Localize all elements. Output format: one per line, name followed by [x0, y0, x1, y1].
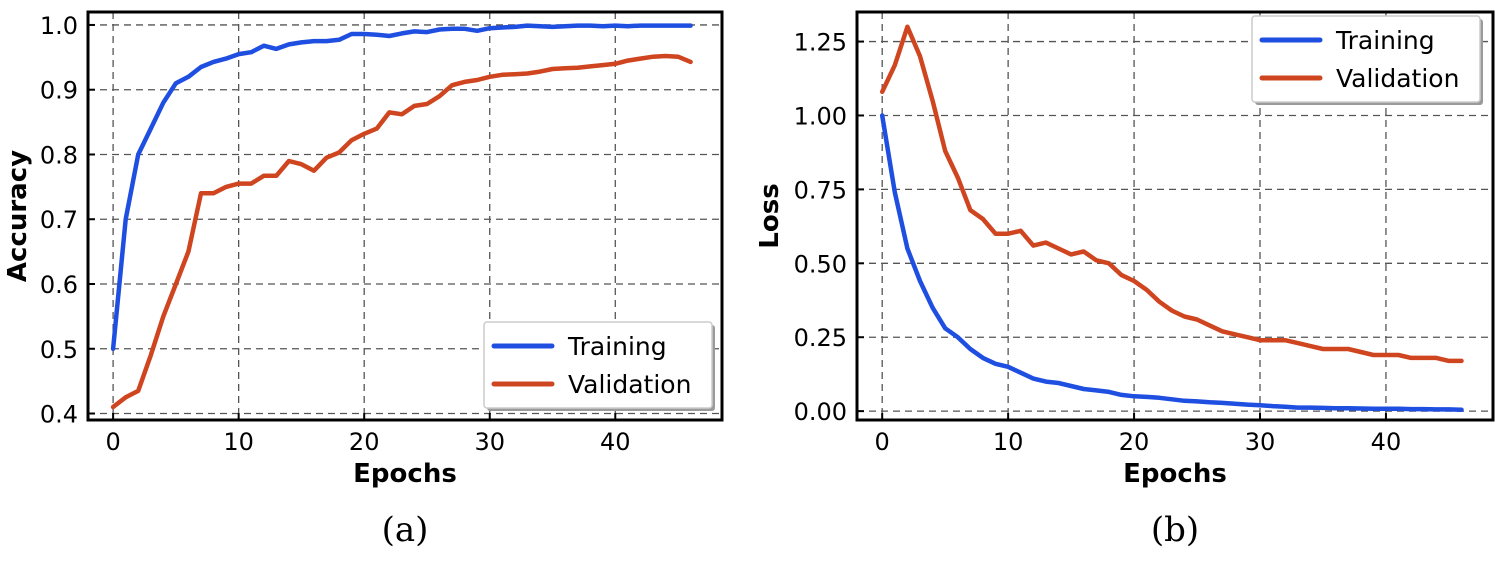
plot-frame — [86, 10, 724, 422]
plot-frame — [855, 10, 1495, 422]
y-tick-label: 0.00 — [794, 398, 847, 426]
x-tick-label: 40 — [600, 428, 631, 456]
legend-label-validation: Validation — [1336, 64, 1459, 93]
series-line-training — [110, 23, 693, 352]
x-tick-label: 40 — [1371, 428, 1402, 456]
series-line-training — [879, 113, 1464, 412]
x-axis-label: Epochs — [353, 459, 457, 489]
y-tick-label: 0.9 — [40, 77, 78, 105]
x-axis-label: Epochs — [1123, 459, 1227, 489]
y-tick-label: 0.25 — [794, 324, 847, 352]
x-tick-label: 30 — [474, 428, 505, 456]
loss-chart: 0 10 20 30 40 0.00 0.25 0.50 0.75 1.00 1.25 Trainin… — [755, 10, 1495, 550]
y-tick-label: 0.7 — [40, 206, 78, 234]
x-tick-label: 10 — [993, 428, 1024, 456]
x-tick-label: 20 — [349, 428, 380, 456]
y-tick-label: 1.25 — [794, 29, 847, 57]
legend-label-validation: Validation — [568, 370, 691, 399]
y-tick-label: 0.8 — [40, 141, 78, 169]
y-tick-label: 0.5 — [40, 336, 78, 364]
panel-label: (b) — [1151, 510, 1199, 550]
y-tick-label: 0.50 — [794, 250, 847, 278]
y-tick-label: 1.0 — [40, 12, 78, 40]
x-tick-label: 0 — [875, 428, 890, 456]
y-axis-label: Accuracy — [3, 150, 33, 282]
y-axis-label: Loss — [755, 183, 785, 248]
y-tick-label: 0.4 — [40, 401, 78, 429]
series-line-validation — [879, 24, 1464, 364]
y-tick-label: 1.00 — [794, 102, 847, 130]
series-line-validation — [110, 53, 693, 410]
y-tick-label: 0.6 — [40, 271, 78, 299]
x-tick-label: 0 — [105, 428, 120, 456]
panel-label: (a) — [382, 510, 429, 550]
legend-label-training: Training — [1335, 26, 1435, 55]
x-tick-label: 20 — [1119, 428, 1150, 456]
x-tick-label: 10 — [223, 428, 254, 456]
legend-label-training: Training — [567, 332, 667, 361]
y-tick-label: 0.75 — [794, 176, 847, 204]
accuracy-chart: 0 10 20 30 40 0.4 0.5 0.6 0.7 0.8 0.9 1.0 Training Va… — [3, 10, 724, 550]
x-tick-label: 30 — [1245, 428, 1276, 456]
